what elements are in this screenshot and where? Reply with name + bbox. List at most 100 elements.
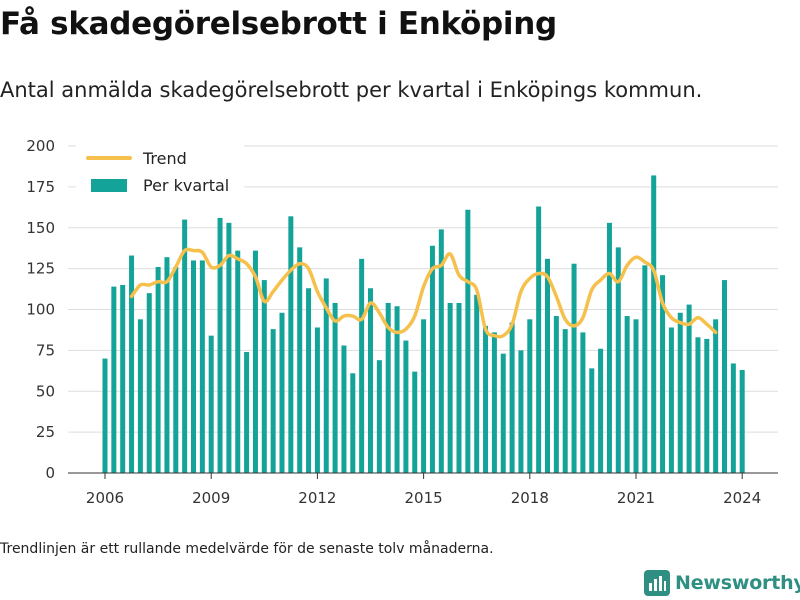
bar xyxy=(208,335,214,473)
bar xyxy=(182,219,188,473)
y-tick-label: 50 xyxy=(36,382,55,400)
legend-bar-swatch xyxy=(91,179,127,192)
y-tick-label: 150 xyxy=(26,219,55,237)
page-subtitle: Antal anmälda skadegörelsebrott per kvar… xyxy=(0,78,703,102)
bar xyxy=(368,288,373,473)
bar xyxy=(137,319,143,473)
y-tick-label: 125 xyxy=(26,260,55,278)
bar xyxy=(677,312,683,473)
bar xyxy=(447,302,453,473)
bar xyxy=(589,368,595,473)
bar xyxy=(359,258,365,473)
bar xyxy=(252,250,258,473)
brand-logo: Newsworthy xyxy=(644,570,800,596)
x-tick-label: 2012 xyxy=(298,489,336,507)
bar xyxy=(429,245,435,473)
bar xyxy=(421,319,427,473)
bar xyxy=(730,363,736,473)
legend-label-per-kvartal: Per kvartal xyxy=(143,176,229,195)
y-axis-ticks: 0 25 50 75 100 125 150 175 200 xyxy=(26,137,55,482)
bar xyxy=(235,250,241,473)
trend-line xyxy=(129,247,718,339)
bar xyxy=(314,327,320,473)
x-tick-label: 2015 xyxy=(405,489,443,507)
bar xyxy=(686,304,692,473)
bar xyxy=(483,325,489,473)
bar xyxy=(491,332,497,473)
bar xyxy=(332,302,338,473)
bar xyxy=(668,327,674,473)
bar-chart-logo-icon xyxy=(644,570,670,596)
bar xyxy=(500,353,506,473)
bar xyxy=(270,329,276,473)
bar xyxy=(155,266,161,473)
x-tick-label: 2024 xyxy=(723,489,761,507)
x-tick-label: 2006 xyxy=(86,489,124,507)
bar xyxy=(306,288,312,473)
bar xyxy=(146,293,152,473)
bar xyxy=(341,345,347,473)
x-tick-label: 2021 xyxy=(617,489,655,507)
page-title: Få skadegörelsebrott i Enköping xyxy=(0,6,557,42)
bar xyxy=(571,263,577,473)
y-tick-label: 25 xyxy=(36,423,55,441)
bar xyxy=(633,319,639,473)
bar xyxy=(739,369,745,473)
bar-series xyxy=(102,175,745,473)
bar xyxy=(580,332,586,473)
y-tick-label: 175 xyxy=(26,178,55,196)
bar xyxy=(606,222,612,473)
bar xyxy=(244,352,250,473)
bar xyxy=(465,209,471,473)
bar xyxy=(527,319,533,473)
bar xyxy=(403,340,409,473)
bar xyxy=(598,348,604,473)
bar xyxy=(509,322,515,473)
bar xyxy=(288,216,294,473)
bar xyxy=(642,265,648,473)
bar xyxy=(199,260,205,473)
bar xyxy=(722,280,727,473)
bar xyxy=(102,358,108,473)
bar xyxy=(412,371,418,473)
bar xyxy=(695,337,701,473)
bar xyxy=(545,258,550,473)
bar xyxy=(394,306,400,473)
trend-series xyxy=(129,247,718,339)
bar xyxy=(518,350,524,473)
bar xyxy=(279,312,285,473)
bar xyxy=(713,319,719,473)
y-tick-label: 75 xyxy=(36,341,55,359)
footnote: Trendlinjen är ett rullande medelvärde f… xyxy=(0,541,494,557)
bar xyxy=(385,302,391,473)
y-tick-label: 0 xyxy=(45,464,55,482)
bar xyxy=(217,217,223,473)
bar xyxy=(111,286,117,473)
brand-name: Newsworthy xyxy=(675,572,800,594)
bar xyxy=(173,266,179,473)
legend: Trend Per kvartal xyxy=(76,145,244,201)
bar xyxy=(323,278,329,473)
y-tick-label: 200 xyxy=(26,137,55,155)
bar xyxy=(651,175,657,473)
bar xyxy=(704,338,710,473)
bar xyxy=(120,284,126,473)
bar xyxy=(615,247,621,473)
bar xyxy=(536,206,542,473)
bar xyxy=(191,260,196,473)
bar xyxy=(226,222,232,473)
bar xyxy=(350,373,356,473)
bar xyxy=(456,302,462,473)
bar xyxy=(297,247,303,473)
bar xyxy=(164,257,170,473)
bar xyxy=(376,360,382,473)
bar xyxy=(261,280,267,473)
bar xyxy=(438,229,444,473)
x-axis-ticks: 2006 2009 2012 2015 2018 2021 2024 xyxy=(86,473,761,507)
y-tick-label: 100 xyxy=(26,301,55,319)
x-tick-label: 2018 xyxy=(511,489,549,507)
bar xyxy=(553,316,559,473)
bar xyxy=(660,275,666,473)
bar xyxy=(562,329,568,473)
